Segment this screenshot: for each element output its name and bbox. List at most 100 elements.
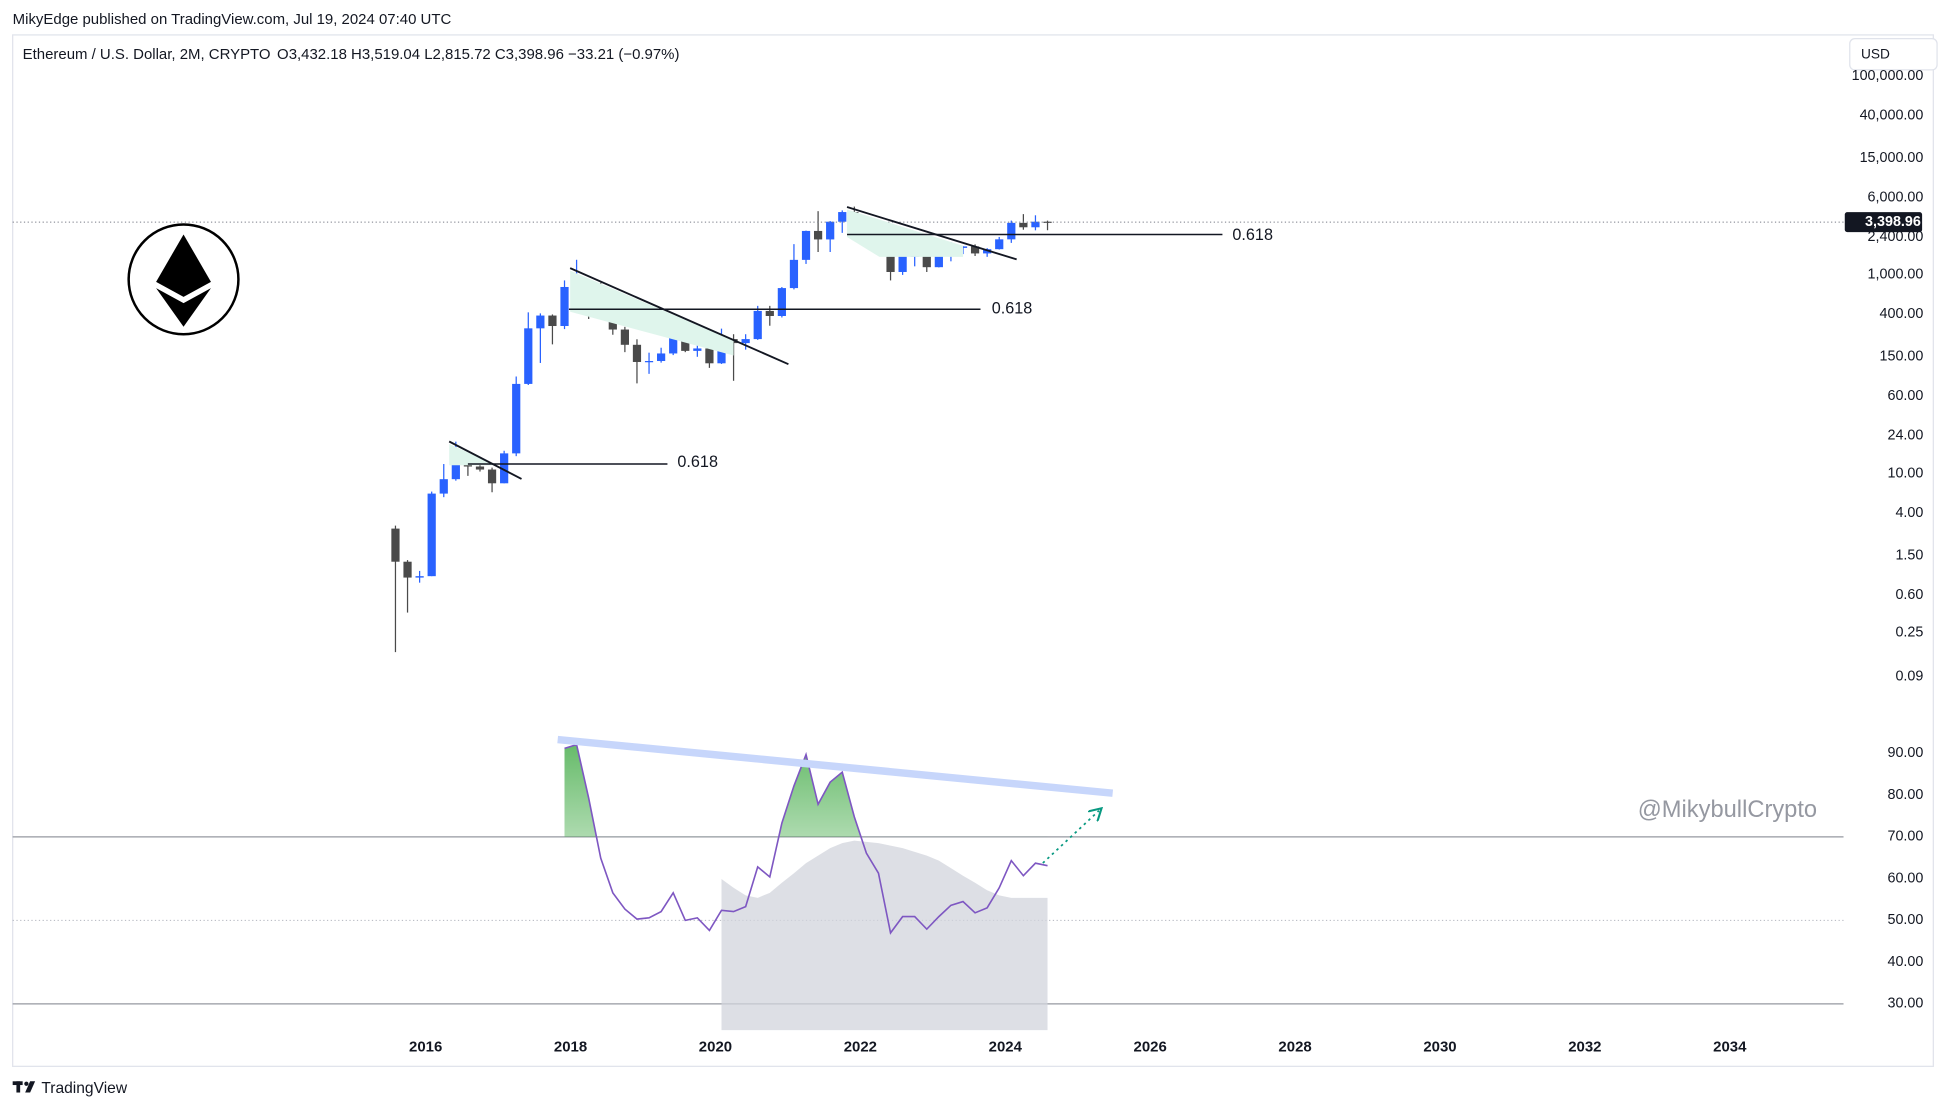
candle-body (741, 339, 750, 344)
x-tick-label: 2022 (844, 1039, 877, 1056)
y-tick-label: 30.00 (1887, 996, 1923, 1012)
y-tick-label: 150.00 (1880, 349, 1924, 365)
x-tick-label: 2016 (409, 1039, 442, 1056)
last-price-label: 3,398.96 (1865, 214, 1921, 230)
candle-body (729, 339, 738, 344)
candle-body (657, 353, 666, 362)
x-tick-label: 2024 (989, 1039, 1023, 1056)
candle-body (451, 464, 460, 480)
candle-body (1007, 222, 1016, 240)
x-tick-label: 2030 (1423, 1039, 1456, 1056)
candle-body (922, 255, 931, 268)
candle-body (789, 259, 799, 289)
y-tick-label: 4.00 (1895, 505, 1923, 521)
currency-button[interactable] (1849, 38, 1938, 71)
candle-body (765, 310, 774, 316)
candle-body (524, 328, 533, 384)
candle-body (934, 254, 943, 268)
y-tick-label: 0.09 (1895, 669, 1923, 685)
candle-body (644, 361, 654, 363)
projection-arrow (1042, 811, 1099, 864)
eth-logo-top (156, 234, 211, 297)
rsi-resistance (557, 735, 1114, 797)
y-tick-label: 60.00 (1887, 388, 1923, 404)
candle-body (705, 348, 714, 364)
candle-body (391, 528, 400, 562)
candle-body (475, 466, 485, 470)
y-tick-label: 2,400.00 (1868, 229, 1924, 245)
symbol-title: Ethereum / U.S. Dollar, 2M, CRYPTO (23, 46, 271, 63)
candle-body (1019, 222, 1028, 228)
footer-logo (12, 1081, 36, 1093)
logo-part (25, 1081, 36, 1093)
candle-body (983, 249, 992, 254)
candle-body (632, 344, 642, 362)
y-tick-label: 0.25 (1895, 625, 1923, 641)
watermark: @MikybullCrypto (1638, 797, 1817, 823)
y-tick-label: 6,000.00 (1868, 189, 1924, 205)
candle-body (500, 453, 509, 484)
y-tick-label: 70.00 (1887, 829, 1923, 845)
candle-body (487, 469, 497, 484)
candle-body (753, 310, 762, 340)
candle-body (995, 239, 1004, 250)
y-tick-label: 50.00 (1887, 912, 1923, 928)
trend-line (569, 267, 789, 366)
candle-body (777, 288, 786, 316)
x-tick-label: 2026 (1134, 1039, 1167, 1056)
candle-body (548, 315, 557, 327)
ohlc-legend: O3,432.18 H3,519.04 L2,815.72 C3,398.96 … (277, 46, 679, 63)
y-tick-label: 1,000.00 (1868, 267, 1924, 283)
currency-label[interactable]: USD (1861, 47, 1890, 62)
y-tick-label: 40,000.00 (1860, 107, 1924, 123)
y-tick-label: 1.50 (1895, 547, 1923, 563)
candle-body (620, 329, 629, 345)
x-tick-label: 2032 (1568, 1039, 1601, 1056)
candle-body (1043, 221, 1052, 223)
candle-body (1031, 221, 1040, 228)
eth-logo (127, 223, 240, 336)
drawings (448, 206, 1223, 864)
logo-part (24, 1081, 29, 1086)
candle-body (693, 348, 702, 351)
y-tick-label: 10.00 (1887, 465, 1923, 481)
y-tick-label: 60.00 (1887, 870, 1923, 886)
y-tick-label: 0.60 (1895, 587, 1923, 603)
last-price-tag (1844, 212, 1923, 233)
candle-body (560, 286, 569, 327)
y-tick-label: 100,000.00 (1852, 68, 1924, 84)
candle-body (536, 315, 545, 329)
x-tick-label: 2034 (1713, 1039, 1747, 1056)
x-tick-label: 2020 (699, 1039, 732, 1056)
candle-body (415, 576, 424, 578)
footer-brand: TradingView (41, 1080, 127, 1097)
y-tick-label: 24.00 (1887, 428, 1923, 444)
candle-body (838, 212, 847, 222)
candle-body (970, 246, 980, 254)
candle-body (801, 230, 811, 260)
candle-body (898, 255, 907, 272)
overbought-fill (564, 744, 861, 837)
candle-body (463, 464, 473, 467)
y-tick-label: 15,000.00 (1860, 150, 1924, 166)
pattern-fill (570, 270, 734, 356)
candle-body (439, 479, 448, 494)
candle-body (427, 493, 436, 577)
y-tick-label: 40.00 (1887, 954, 1923, 970)
x-tick-label: 2028 (1278, 1039, 1311, 1056)
trend-line (846, 206, 1017, 261)
candle-body (669, 328, 678, 354)
candle-body (512, 383, 521, 454)
candle-body (826, 221, 835, 240)
y-tick-label: 90.00 (1887, 745, 1923, 761)
candle-body (813, 230, 823, 240)
x-tick-label: 2018 (554, 1039, 587, 1056)
chart-frame (12, 34, 1934, 1067)
rsi-ma-area (721, 840, 1048, 1031)
eth-logo-bottom (156, 288, 211, 327)
trend-line (448, 440, 522, 480)
y-tick-label: 400.00 (1880, 306, 1924, 322)
y-tick-label: 80.00 (1887, 787, 1923, 803)
